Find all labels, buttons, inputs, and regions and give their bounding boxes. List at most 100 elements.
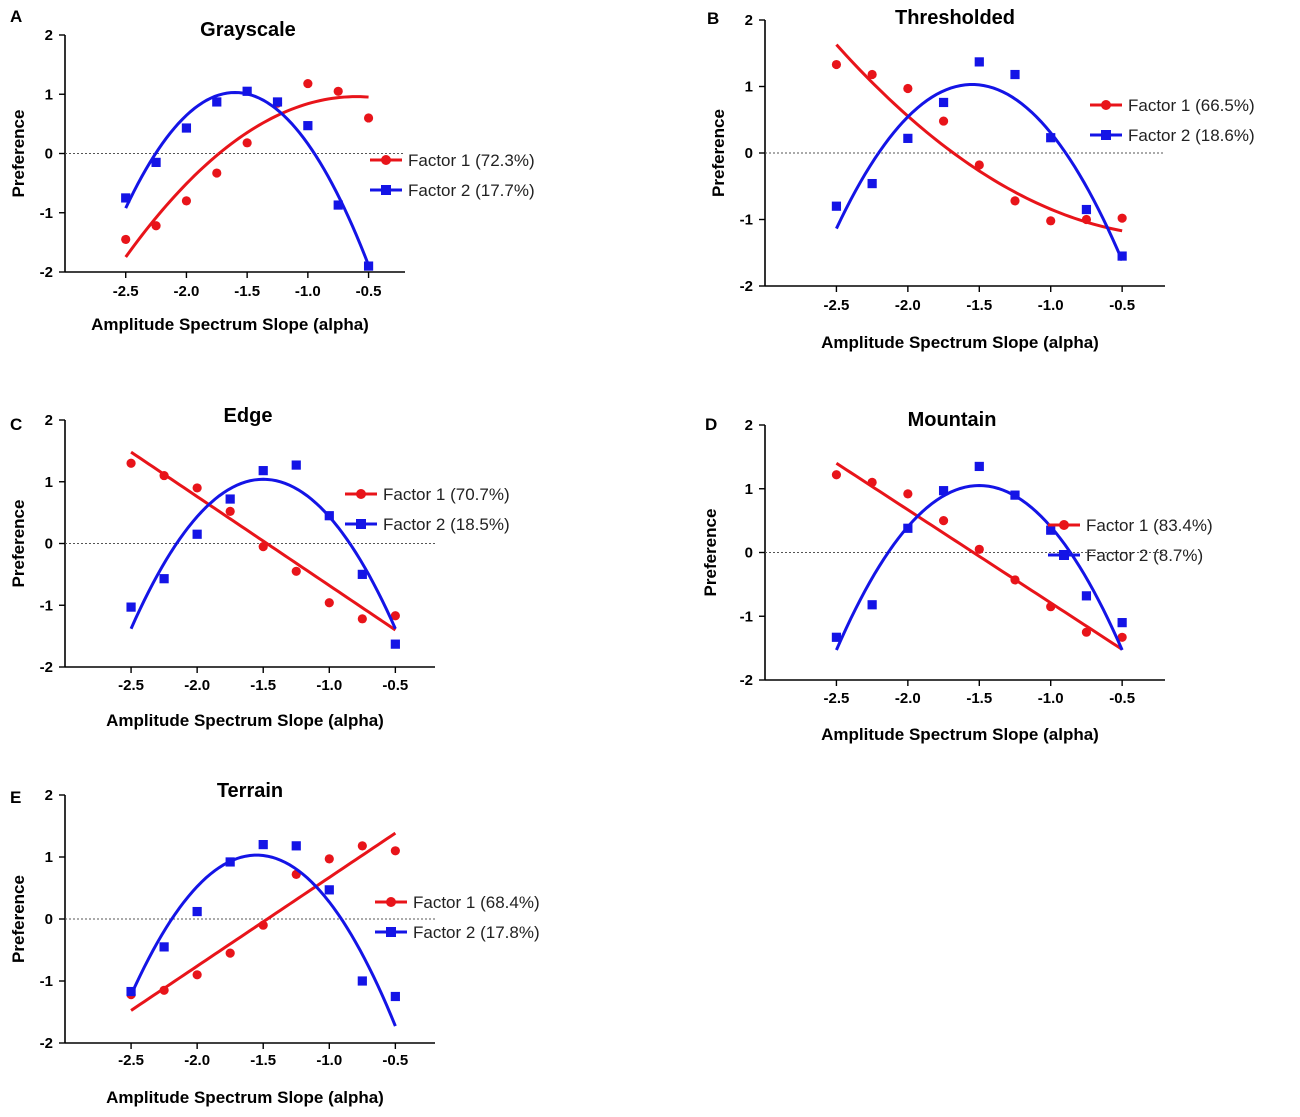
y-tick-label: 2 [745, 417, 753, 434]
fit-curve-factor-2 [835, 484, 1124, 651]
panel-title: Terrain [217, 780, 283, 802]
panel-c: C Edge -2 -1 0 1 2 -2.5 -2.0 -1.5 -1.0 -0.5 Amplitud… [9, 405, 510, 730]
panel-title: Grayscale [200, 19, 296, 41]
x-tick-label: -1.0 [1038, 690, 1064, 707]
data-point-factor-2 [324, 511, 334, 521]
x-tick-label: -0.5 [1109, 297, 1135, 314]
data-point-factor-1 [867, 477, 877, 487]
legend-label-factor-1: Factor 1 (70.7%) [383, 485, 510, 504]
data-point-factor-1 [1081, 627, 1092, 637]
legend-marker-factor-1 [356, 489, 366, 499]
panel-b: B Thresholded -2 -1 0 1 2 -2.5 -2.0 -1.5 -1.0 -0.5 A… [707, 7, 1255, 352]
legend-label-factor-2: Factor 2 (18.5%) [383, 515, 510, 534]
data-point-factor-2 [291, 460, 301, 470]
data-point-factor-1 [903, 83, 913, 94]
data-point-factor-1 [938, 516, 949, 526]
data-point-factor-2 [151, 157, 161, 167]
panel-title: Thresholded [895, 7, 1015, 29]
data-point-factor-2 [831, 201, 842, 211]
panel-e: E Terrain -2 -1 0 1 2 -2.5 -2.0 -1.5 -1.0 -0.5 Ampli… [9, 780, 540, 1107]
data-point-factor-1 [258, 920, 268, 930]
x-tick-label: -2.0 [184, 677, 210, 694]
data-point-factor-2 [363, 261, 374, 271]
data-point-factor-2 [212, 97, 222, 107]
data-point-factor-1 [831, 470, 842, 480]
x-tick-label: -1.0 [1038, 297, 1064, 314]
data-point-factor-2 [303, 121, 313, 131]
data-point-factor-2 [1010, 69, 1020, 80]
x-axis-label: Amplitude Spectrum Slope (alpha) [821, 333, 1099, 352]
x-tick-label: -0.5 [1109, 690, 1135, 707]
data-point-factor-2 [1081, 204, 1092, 215]
x-tick-label: -1.0 [295, 283, 321, 300]
data-point-factor-2 [333, 200, 343, 210]
y-tick-label: -1 [740, 212, 753, 229]
data-point-factor-2 [390, 991, 400, 1002]
x-tick-label: -2.5 [823, 690, 849, 707]
data-point-factor-2 [159, 942, 169, 952]
panel-title: Edge [224, 405, 273, 427]
x-tick-label: -1.5 [250, 1052, 276, 1069]
data-point-factor-2 [1081, 591, 1092, 601]
panel-letter: D [705, 415, 717, 434]
data-point-factor-2 [903, 133, 913, 143]
data-point-factor-1 [1010, 196, 1020, 206]
data-point-factor-1 [324, 598, 334, 608]
data-point-factor-1 [159, 985, 169, 995]
panel-title: Mountain [908, 409, 997, 431]
data-point-factor-1 [242, 138, 252, 148]
data-point-factor-2 [126, 602, 136, 612]
legend-label-factor-1: Factor 1 (72.3%) [408, 151, 535, 170]
data-point-factor-1 [938, 116, 949, 126]
data-point-factor-2 [390, 639, 400, 649]
x-tick-label: -0.5 [382, 1052, 408, 1069]
x-tick-label: -2.0 [895, 690, 921, 707]
x-tick-label: -2.5 [118, 677, 144, 694]
y-axis-label: Preference [9, 110, 28, 198]
x-tick-label: -2.0 [184, 1052, 210, 1069]
data-point-factor-1 [225, 506, 235, 516]
data-point-factor-1 [258, 541, 268, 552]
panel-letter: C [10, 415, 22, 434]
x-tick-label: -2.0 [895, 297, 921, 314]
data-point-factor-1 [181, 196, 192, 206]
data-point-factor-2 [1046, 525, 1056, 535]
data-point-factor-2 [867, 600, 877, 610]
x-axis-label: Amplitude Spectrum Slope (alpha) [106, 1088, 384, 1107]
data-point-factor-2 [357, 569, 367, 579]
data-point-factor-2 [831, 632, 842, 642]
data-point-factor-1 [159, 470, 169, 481]
data-point-factor-1 [324, 854, 334, 864]
x-tick-label: -2.5 [118, 1052, 144, 1069]
legend-marker-factor-1 [381, 155, 391, 165]
panel-a: A Grayscale -2 -1 0 1 2 -2.5 -2.0 -1.5 -1.0 -0.5 Amp… [9, 7, 535, 334]
data-point-factor-2 [1117, 251, 1127, 261]
data-point-factor-2 [974, 57, 984, 67]
x-tick-label: -0.5 [382, 677, 408, 694]
x-tick-label: -1.5 [966, 297, 992, 314]
x-tick-label: -1.0 [316, 1052, 342, 1069]
data-point-factor-2 [291, 841, 301, 851]
data-point-factor-2 [225, 857, 235, 867]
data-point-factor-1 [831, 59, 842, 70]
panel-letter: E [10, 788, 21, 807]
data-point-factor-2 [192, 906, 202, 917]
data-point-factor-2 [181, 123, 192, 133]
x-tick-label: -0.5 [356, 283, 382, 300]
y-axis-label: Preference [709, 109, 728, 197]
y-tick-label: 0 [45, 536, 53, 553]
data-point-factor-2 [867, 178, 877, 189]
data-point-factor-2 [258, 840, 268, 850]
data-point-factor-1 [1117, 632, 1127, 642]
fit-curve-factor-1 [124, 95, 369, 258]
x-tick-label: -1.0 [316, 677, 342, 694]
data-point-factor-2 [258, 466, 268, 476]
x-tick-label: -2.5 [823, 297, 849, 314]
x-axis-label: Amplitude Spectrum Slope (alpha) [91, 315, 369, 334]
data-point-factor-1 [212, 168, 222, 178]
legend-marker-factor-2 [381, 185, 391, 195]
data-point-factor-1 [390, 611, 400, 621]
data-point-factor-1 [303, 78, 313, 89]
data-point-factor-1 [357, 614, 367, 624]
legend-marker-factor-2 [386, 927, 396, 937]
